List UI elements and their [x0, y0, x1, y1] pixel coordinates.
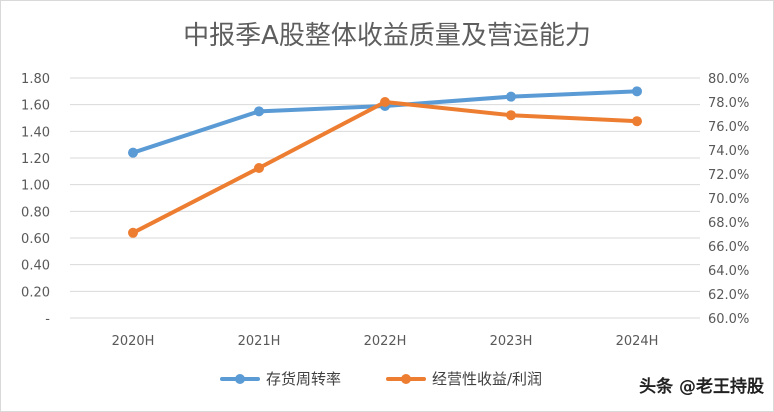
legend-label-0: 存货周转率: [266, 370, 341, 388]
right-tick-label: 74.0%: [708, 144, 749, 159]
right-tick-label: 70.0%: [708, 192, 749, 207]
x-tick-label: 2022H: [364, 334, 407, 349]
right-tick-label: 62.0%: [708, 288, 749, 303]
legend-label-1: 经营性收益/利润: [432, 370, 542, 388]
left-tick-label: 1.60: [21, 99, 50, 114]
right-tick-label: 78.0%: [708, 96, 749, 111]
right-tick-label: 66.0%: [708, 240, 749, 255]
series-layer: [128, 86, 642, 238]
left-tick-label: 0.60: [21, 232, 50, 247]
left-tick-label: 1.80: [21, 72, 50, 87]
left-tick-label: -: [45, 312, 50, 327]
left-tick-label: 1.40: [21, 125, 50, 140]
series-0-point: [128, 147, 138, 158]
right-tick-label: 80.0%: [708, 72, 749, 87]
left-tick-label: 1.00: [21, 179, 50, 194]
x-tick-label: 2023H: [490, 334, 533, 349]
left-tick-label: 0.80: [21, 205, 50, 220]
watermark: 头条 @老王持股: [639, 376, 764, 397]
x-axis-ticks: 2020H 2021H 2022H 2023H 2024H: [112, 334, 659, 349]
series-1-point: [254, 163, 264, 173]
x-tick-label: 2020H: [112, 334, 155, 349]
left-tick-label: 0.20: [21, 285, 50, 300]
series-1-point: [128, 227, 138, 238]
legend-marker-1: [401, 374, 411, 384]
right-tick-label: 68.0%: [708, 216, 749, 231]
right-tick-label: 72.0%: [708, 168, 749, 183]
left-axis-ticks: - 0.20 0.40 0.60 0.80 1.00 1.20 1.40 1.60 1.80: [21, 72, 50, 327]
series-0-point: [506, 91, 516, 102]
series-1-point: [632, 116, 642, 127]
series-1-point: [506, 110, 516, 121]
right-tick-label: 60.0%: [708, 312, 749, 327]
left-tick-label: 1.20: [21, 152, 50, 167]
right-tick-label: 76.0%: [708, 120, 749, 135]
chart-title: 中报季A股整体收益质量及营运能力: [183, 21, 591, 51]
series-0-point: [254, 106, 264, 117]
legend-marker-0: [235, 374, 245, 384]
x-tick-label: 2024H: [616, 334, 659, 349]
left-tick-label: 0.40: [21, 259, 50, 274]
right-tick-label: 64.0%: [708, 264, 749, 279]
legend: 存货周转率 经营性收益/利润: [220, 370, 542, 388]
series-0-point: [632, 86, 642, 97]
x-tick-label: 2021H: [238, 334, 281, 349]
series-1-point: [380, 97, 390, 107]
right-axis-ticks: 60.0% 62.0% 64.0% 66.0% 68.0% 70.0% 72.0% 74.0%…: [708, 72, 749, 327]
